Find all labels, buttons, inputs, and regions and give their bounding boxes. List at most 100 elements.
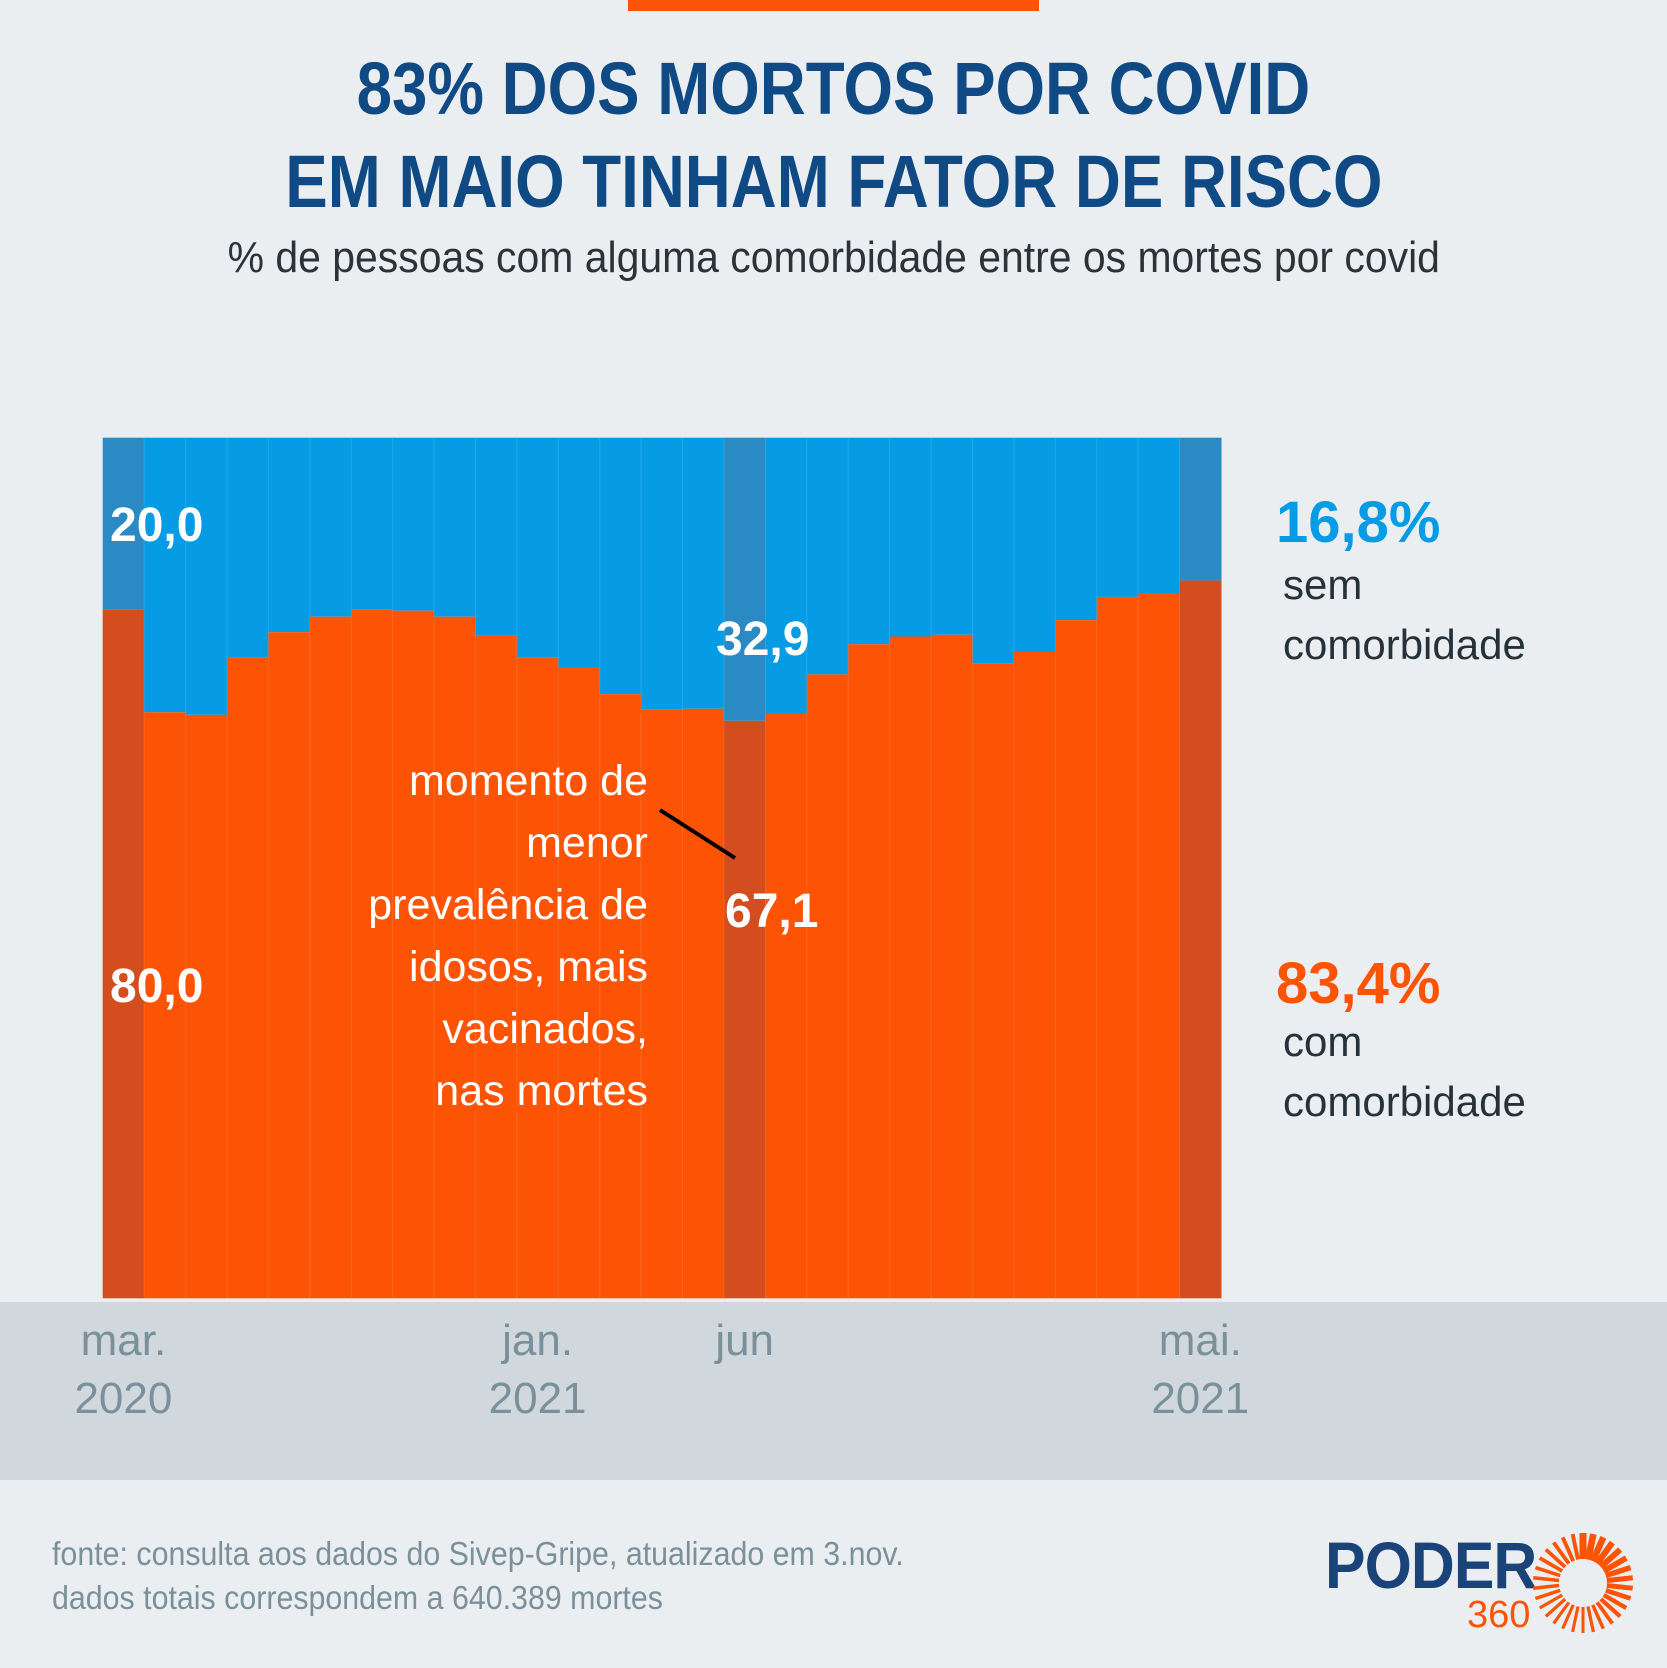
bars-group bbox=[102, 437, 1222, 1299]
bar-com-comorbidade bbox=[516, 657, 559, 1299]
logo-word: PODER bbox=[1325, 1528, 1537, 1602]
bar-com-comorbidade bbox=[806, 674, 849, 1299]
bar-sem-comorbidade bbox=[434, 437, 476, 617]
annotation-line: menor bbox=[526, 819, 648, 867]
x-axis-band bbox=[0, 1302, 1667, 1480]
annotation-leader-line bbox=[658, 808, 737, 860]
sunburst-ray bbox=[1599, 1597, 1622, 1618]
bar-com-comorbidade bbox=[599, 694, 642, 1299]
sunburst-ray bbox=[1561, 1604, 1575, 1630]
subtitle: % de pessoas com alguma comorbidade entr… bbox=[227, 233, 1440, 282]
data-label-min-sem: 32,9 bbox=[716, 613, 810, 666]
bar-com-comorbidade bbox=[1096, 596, 1139, 1299]
bar-sem-comorbidade bbox=[226, 437, 269, 658]
legend-sem-value: 16,8% bbox=[1276, 490, 1441, 555]
data-label-min-com: 67,1 bbox=[725, 885, 819, 938]
bar-sem-comorbidade bbox=[765, 437, 808, 714]
bar-sem-comorbidade bbox=[268, 437, 311, 633]
bar-sem-comorbidade bbox=[475, 437, 518, 636]
logo-number: 360 bbox=[1467, 1594, 1531, 1636]
sunburst-ray bbox=[1552, 1541, 1571, 1565]
top-accent-bar bbox=[628, 0, 1039, 11]
bar-com-comorbidade bbox=[475, 635, 518, 1299]
bar-com-comorbidade bbox=[392, 610, 435, 1299]
bar-com-comorbidade bbox=[765, 713, 808, 1299]
sunburst-ray bbox=[1570, 1533, 1580, 1560]
data-label-first-sem: 20,0 bbox=[110, 499, 204, 552]
bar-sem-comorbidade bbox=[931, 437, 973, 635]
sunburst-ray bbox=[1534, 1565, 1561, 1578]
title-line-2: EM MAIO TINHAM FATOR DE RISCO bbox=[284, 140, 1383, 223]
bar-com-comorbidade bbox=[1138, 593, 1181, 1299]
legend-sem-line2: comorbidade bbox=[1283, 621, 1526, 668]
annotation-line: nas mortes bbox=[435, 1067, 648, 1115]
bar-com-comorbidade bbox=[558, 667, 601, 1299]
bar-sem-comorbidade bbox=[351, 437, 394, 610]
bar-com-comorbidade bbox=[226, 657, 269, 1299]
bar-sem-comorbidade bbox=[806, 437, 849, 675]
sunburst-ray bbox=[1533, 1576, 1560, 1583]
sunburst-ray bbox=[1605, 1588, 1632, 1601]
x-tick-label: jan. 2021 bbox=[488, 1316, 587, 1423]
sunburst-ray bbox=[1586, 1606, 1596, 1633]
sunburst-ray bbox=[1552, 1601, 1571, 1625]
bar-com-comorbidade bbox=[889, 636, 932, 1299]
bar-com-comorbidade bbox=[102, 609, 145, 1299]
sunburst-ray bbox=[1534, 1588, 1561, 1601]
bar-sem-comorbidade bbox=[599, 437, 642, 695]
sunburst-ray bbox=[1602, 1555, 1628, 1574]
bar-com-comorbidade bbox=[641, 709, 684, 1299]
bar-sem-comorbidade bbox=[1138, 437, 1181, 594]
sunburst-ray bbox=[1589, 1535, 1607, 1563]
bar-sem-comorbidade bbox=[848, 437, 891, 645]
bar-sem-comorbidade bbox=[972, 437, 1015, 664]
bar-com-comorbidade bbox=[309, 616, 352, 1299]
data-label-first-com: 80,0 bbox=[110, 960, 204, 1013]
bar-com-comorbidade bbox=[931, 634, 973, 1299]
bar-sem-comorbidade bbox=[1055, 437, 1098, 621]
title-line-1: 83% DOS MORTOS POR COVID bbox=[356, 47, 1311, 130]
source-line-2: dados totais correspondem a 640.389 mort… bbox=[52, 1579, 663, 1616]
bar-sem-comorbidade bbox=[392, 437, 435, 611]
poder360-logo: PODER 360 bbox=[1322, 1528, 1642, 1638]
bar-sem-comorbidade bbox=[558, 437, 601, 668]
annotation-text: momento de menor prevalência de idosos, … bbox=[368, 750, 648, 1122]
bar-sem-comorbidade bbox=[309, 437, 352, 617]
bar-com-comorbidade bbox=[185, 714, 228, 1299]
x-tick-label: mai. 2021 bbox=[1151, 1316, 1250, 1423]
legend-com-label: com comorbidade bbox=[1283, 1012, 1526, 1132]
sunburst-ray bbox=[1533, 1583, 1560, 1590]
annotation-line: idosos, mais bbox=[409, 943, 648, 991]
source-footnote: fonte: consulta aos dados do Sivep-Gripe… bbox=[52, 1532, 978, 1620]
bar-com-comorbidade bbox=[268, 632, 311, 1299]
annotation-line: vacinados, bbox=[442, 1005, 648, 1053]
bar-com-comorbidade bbox=[1013, 651, 1056, 1299]
sunburst-ray bbox=[1538, 1593, 1564, 1610]
bar-sem-comorbidade bbox=[723, 437, 766, 721]
sunburst-ray bbox=[1595, 1601, 1614, 1625]
bar-sem-comorbidade bbox=[1179, 437, 1222, 581]
bar-sem-comorbidade bbox=[889, 437, 932, 637]
bar-com-comorbidade bbox=[723, 720, 766, 1299]
bar-com-comorbidade bbox=[144, 712, 187, 1299]
bar-sem-comorbidade bbox=[144, 437, 187, 713]
bar-sem-comorbidade bbox=[682, 437, 725, 709]
bar-com-comorbidade bbox=[434, 616, 476, 1299]
legend-sem-line1: sem bbox=[1283, 561, 1363, 608]
x-tick-label: mar. 2020 bbox=[74, 1316, 173, 1423]
bar-sem-comorbidade bbox=[1013, 437, 1056, 652]
sunburst-ray bbox=[1584, 1533, 1597, 1561]
sunburst-ray bbox=[1606, 1583, 1633, 1591]
sunburst-ray bbox=[1602, 1593, 1628, 1610]
legend-com-line2: comorbidade bbox=[1283, 1078, 1526, 1125]
bar-com-comorbidade bbox=[972, 663, 1015, 1299]
sunburst-icon bbox=[1533, 1533, 1633, 1633]
annotation-line: prevalência de bbox=[368, 881, 648, 929]
sunburst-ray bbox=[1604, 1564, 1632, 1579]
source-line-1: fonte: consulta aos dados do Sivep-Gripe… bbox=[52, 1535, 904, 1572]
bar-com-comorbidade bbox=[848, 644, 891, 1299]
sunburst-ray bbox=[1606, 1575, 1633, 1584]
sunburst-ray bbox=[1598, 1547, 1623, 1570]
bar-sem-comorbidade bbox=[102, 437, 145, 610]
